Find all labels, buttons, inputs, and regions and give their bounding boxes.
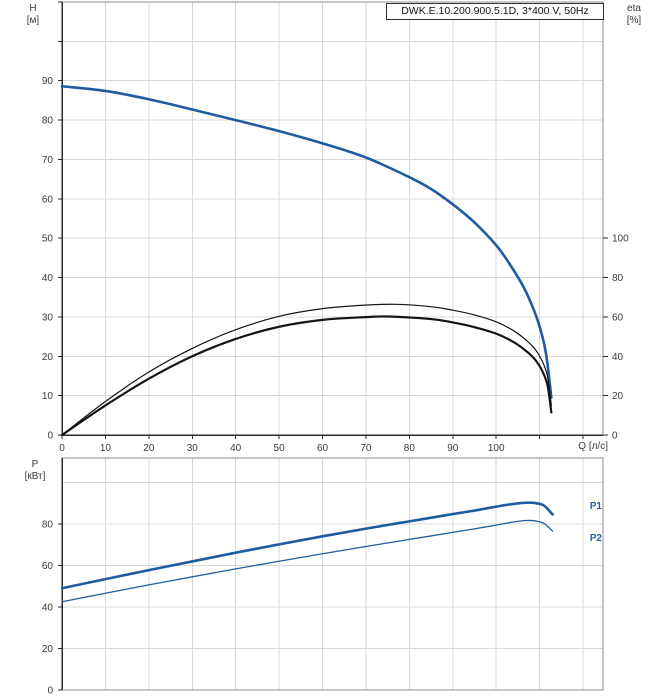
svg-text:70: 70 bbox=[42, 155, 54, 166]
tick-marks bbox=[58, 523, 62, 691]
h-axis-unit-label: H [м] bbox=[26, 3, 40, 26]
p-axis-unit-label: P [кВт] bbox=[24, 459, 46, 482]
series-curve-eta-total bbox=[60, 315, 553, 437]
series-curve-h-q bbox=[60, 84, 553, 399]
q-axis-label: Q [л/с] bbox=[578, 441, 608, 452]
tick-labels: 0 20 40 60 80 bbox=[42, 519, 54, 696]
series-label-p2: P2 bbox=[589, 533, 602, 544]
svg-text:40: 40 bbox=[612, 352, 624, 363]
tick-marks bbox=[58, 1, 608, 439]
svg-text:0: 0 bbox=[59, 443, 65, 454]
pump-model-title: DWK.E.10.200.900.5.1D, 3*400 V, 50Hz bbox=[386, 3, 604, 20]
top-chart: 0 10 20 30 40 50 60 70 80 90 100 0 10 20 30 40 50 60 70 80 9… bbox=[42, 1, 629, 454]
svg-text:20: 20 bbox=[143, 443, 155, 454]
svg-text:90: 90 bbox=[42, 76, 54, 87]
svg-text:60: 60 bbox=[612, 312, 624, 323]
gridlines bbox=[62, 2, 603, 435]
svg-text:80: 80 bbox=[612, 273, 624, 284]
svg-text:30: 30 bbox=[42, 312, 54, 323]
series-curve-p2 bbox=[61, 519, 554, 603]
plot-frame bbox=[61, 457, 604, 691]
bottom-chart: 0 20 40 60 80 bbox=[42, 457, 604, 697]
svg-text:10: 10 bbox=[42, 391, 54, 402]
svg-text:40: 40 bbox=[42, 273, 54, 284]
svg-text:70: 70 bbox=[360, 443, 372, 454]
svg-text:50: 50 bbox=[274, 443, 286, 454]
eta-axis-unit-label: eta [%] bbox=[626, 3, 642, 26]
gridlines bbox=[62, 458, 603, 690]
series-label-p1: P1 bbox=[589, 501, 602, 512]
series-curve-eta-pump bbox=[61, 303, 552, 436]
svg-text:100: 100 bbox=[488, 443, 505, 454]
series-curve-p1 bbox=[60, 501, 554, 590]
svg-text:50: 50 bbox=[42, 234, 54, 245]
tick-labels: 0 10 20 30 40 50 60 70 80 90 100 0 10 20 30 40 50 60 70 80 9… bbox=[42, 76, 629, 454]
svg-text:20: 20 bbox=[612, 391, 624, 402]
svg-text:40: 40 bbox=[42, 602, 54, 613]
svg-text:30: 30 bbox=[187, 443, 199, 454]
axes bbox=[61, 2, 603, 436]
svg-text:60: 60 bbox=[42, 194, 54, 205]
svg-text:60: 60 bbox=[317, 443, 329, 454]
svg-text:80: 80 bbox=[404, 443, 416, 454]
svg-text:0: 0 bbox=[47, 431, 53, 442]
svg-text:60: 60 bbox=[42, 561, 54, 572]
svg-text:90: 90 bbox=[447, 443, 459, 454]
plot-frame bbox=[61, 1, 604, 436]
svg-text:0: 0 bbox=[612, 431, 618, 442]
svg-text:100: 100 bbox=[612, 234, 629, 245]
svg-text:20: 20 bbox=[42, 644, 54, 655]
svg-text:80: 80 bbox=[42, 116, 54, 127]
svg-text:40: 40 bbox=[230, 443, 242, 454]
svg-text:80: 80 bbox=[42, 519, 54, 530]
svg-text:0: 0 bbox=[47, 686, 53, 697]
svg-text:20: 20 bbox=[42, 352, 54, 363]
svg-text:10: 10 bbox=[100, 443, 112, 454]
